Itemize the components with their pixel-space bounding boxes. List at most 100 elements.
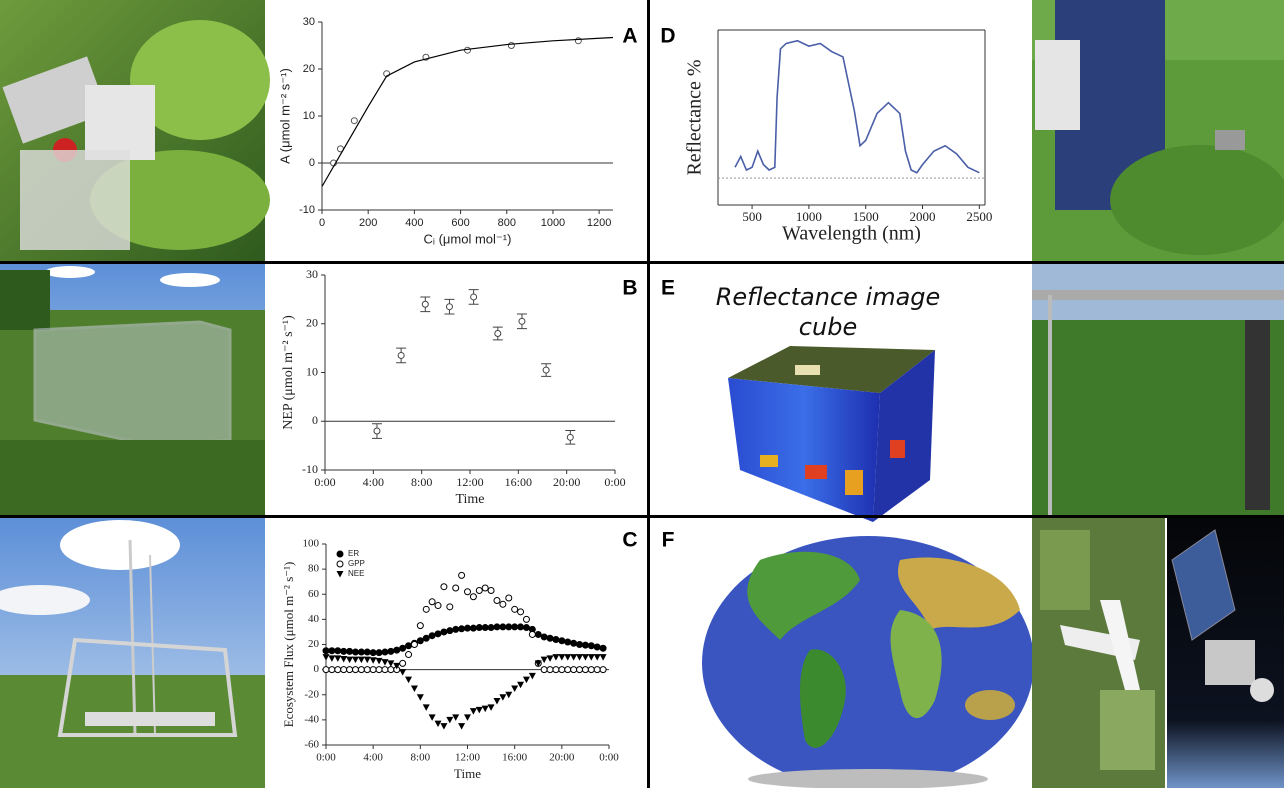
marker [481,624,489,632]
marker [505,691,513,699]
marker [416,637,424,645]
y-tick-label: -40 [304,713,319,725]
y-axis-label: Ecosystem Flux (μmol m⁻² s⁻¹) [281,562,296,728]
marker [428,714,436,721]
marker [428,598,436,606]
marker [540,656,548,664]
marker [350,117,358,125]
marker [399,644,407,652]
y-tick-label: 60 [308,588,320,600]
y-tick-label: 0 [309,157,315,169]
marker [522,624,530,632]
marker [393,646,401,654]
marker [576,641,584,648]
marker [375,657,383,665]
marker [518,317,526,325]
photo-imaging-platform [1032,264,1284,516]
marker [587,642,595,650]
marker [328,666,336,674]
marker [499,623,507,631]
marker [369,649,377,657]
marker [593,654,601,661]
marker [387,666,395,674]
marker [440,628,448,636]
marker [564,654,572,661]
marker [458,625,466,633]
marker [405,642,413,650]
marker [334,647,342,655]
y-tick-label: -10 [302,462,318,476]
x-tick-label: 2500 [966,209,992,224]
caption: cube [799,313,857,341]
divider [0,515,1284,518]
y-tick-label: 20 [303,63,315,75]
marker [399,659,407,667]
marker [528,672,536,680]
panel-label: B [622,277,637,300]
marker [540,666,548,674]
marker [487,586,495,594]
marker [581,666,589,674]
marker [494,330,502,337]
marker [566,433,574,441]
marker [517,623,525,631]
marker [346,656,354,664]
marker [493,698,501,705]
marker [363,648,371,656]
x-tick-label: 400 [405,217,423,229]
marker [351,648,359,656]
x-tick-label: 600 [451,217,469,229]
x-tick-label: 1000 [541,217,565,229]
marker [373,427,381,435]
globe-image [702,536,1034,788]
chart: 0 200 400 600 800 1000 1200 -10 0 10 20 30 Cᵢ (μmol … [277,16,614,246]
marker [369,657,377,664]
x-tick-label: 0:00 [604,475,625,489]
panel-label: D [660,25,675,48]
y-tick-label: 80 [308,563,320,575]
marker [546,666,554,674]
marker [570,666,578,674]
marker [534,630,542,638]
marker [564,666,572,674]
chart: 500 1000 1500 2000 2500 Wavelength (nm) Reflec… [684,29,992,245]
marker [452,714,460,721]
marker [481,705,489,713]
marker [410,641,418,648]
y-tick-label: -10 [299,204,315,216]
marker [505,623,513,631]
x-tick-label: 0:00 [314,475,335,489]
y-tick-label: 30 [303,16,315,28]
y-tick-label: 100 [303,538,320,550]
x-tick-label: 800 [498,217,516,229]
x-tick-label: 8:00 [411,475,432,489]
marker [405,676,413,684]
marker [493,597,501,605]
marker [475,706,483,714]
x-tick-label: 1200 [587,217,611,229]
divider [647,0,650,788]
y-tick-label: 0 [312,413,318,427]
marker [381,648,389,656]
marker [499,694,507,701]
photo-aircraft [1032,518,1165,788]
panel-label: A [622,25,637,48]
y-axis-label: Reflectance % [684,59,706,175]
marker [428,632,436,640]
marker [416,622,424,630]
marker [487,624,495,632]
legend-label: NEE [348,569,364,578]
marker [511,623,519,631]
marker [346,666,354,674]
marker [505,594,513,602]
marker [593,666,601,674]
x-axis-label: Cᵢ (μmol mol⁻¹) [424,231,512,246]
marker [581,641,589,649]
marker [410,685,418,692]
legend-marker [336,560,344,568]
marker [328,647,336,655]
panel-label: C [622,529,637,552]
marker [581,654,589,661]
marker [552,635,560,643]
